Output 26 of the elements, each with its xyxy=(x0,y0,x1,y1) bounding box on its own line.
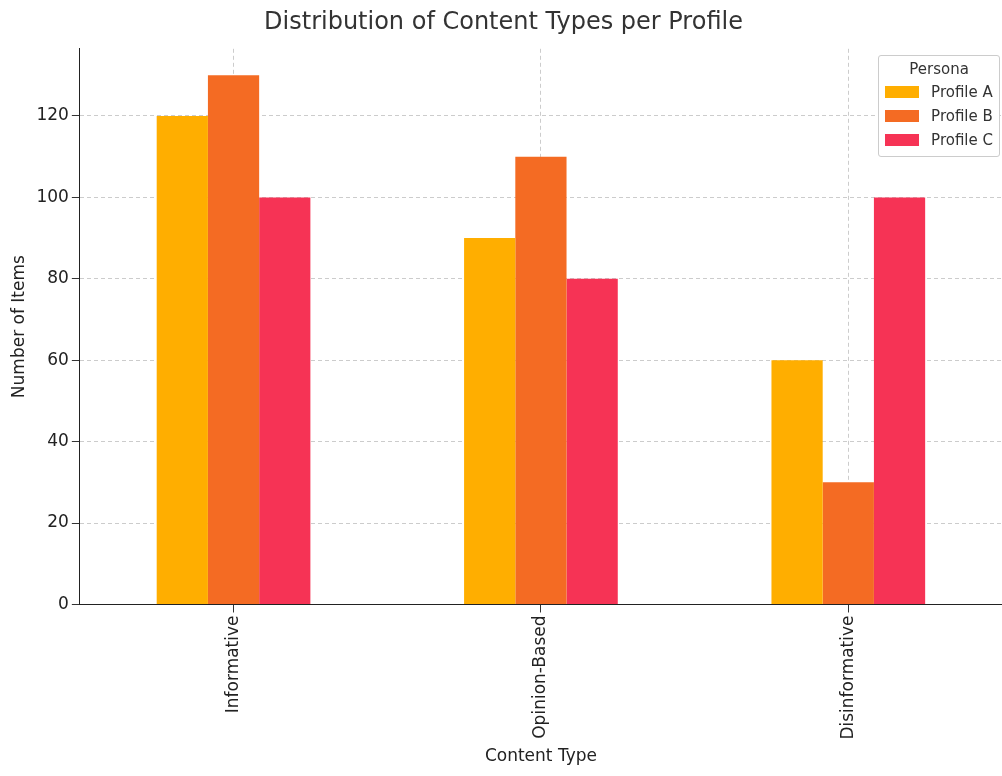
y-tick-label: 80 xyxy=(47,267,69,288)
bar xyxy=(771,360,823,604)
bar xyxy=(515,156,567,604)
x-tick-label: Disinformative xyxy=(836,615,857,740)
bar xyxy=(156,115,208,604)
bar xyxy=(873,197,926,604)
bar xyxy=(464,238,516,604)
legend-label: Profile A xyxy=(931,82,993,101)
y-tick-label: 120 xyxy=(36,104,69,125)
x-tick-label: Informative xyxy=(221,615,242,714)
y-tick-label: 100 xyxy=(36,185,69,206)
y-tick-label: 20 xyxy=(47,511,69,532)
legend-label: Profile C xyxy=(931,130,993,149)
x-tick-label: Opinion-Based xyxy=(529,615,550,739)
bar xyxy=(822,482,874,604)
y-tick-label: 60 xyxy=(47,348,69,369)
legend-label: Profile B xyxy=(931,106,993,125)
y-tick-label: 0 xyxy=(58,592,69,613)
bar xyxy=(207,75,260,604)
chart-title: Distribution of Content Types per Profile xyxy=(264,6,743,35)
bar xyxy=(259,197,311,604)
y-axis-title: Number of Items xyxy=(7,254,28,399)
legend-title: Persona xyxy=(908,59,970,78)
x-axis-title: Content Type xyxy=(484,745,597,766)
bar xyxy=(566,278,618,604)
y-tick-label: 40 xyxy=(47,430,69,451)
